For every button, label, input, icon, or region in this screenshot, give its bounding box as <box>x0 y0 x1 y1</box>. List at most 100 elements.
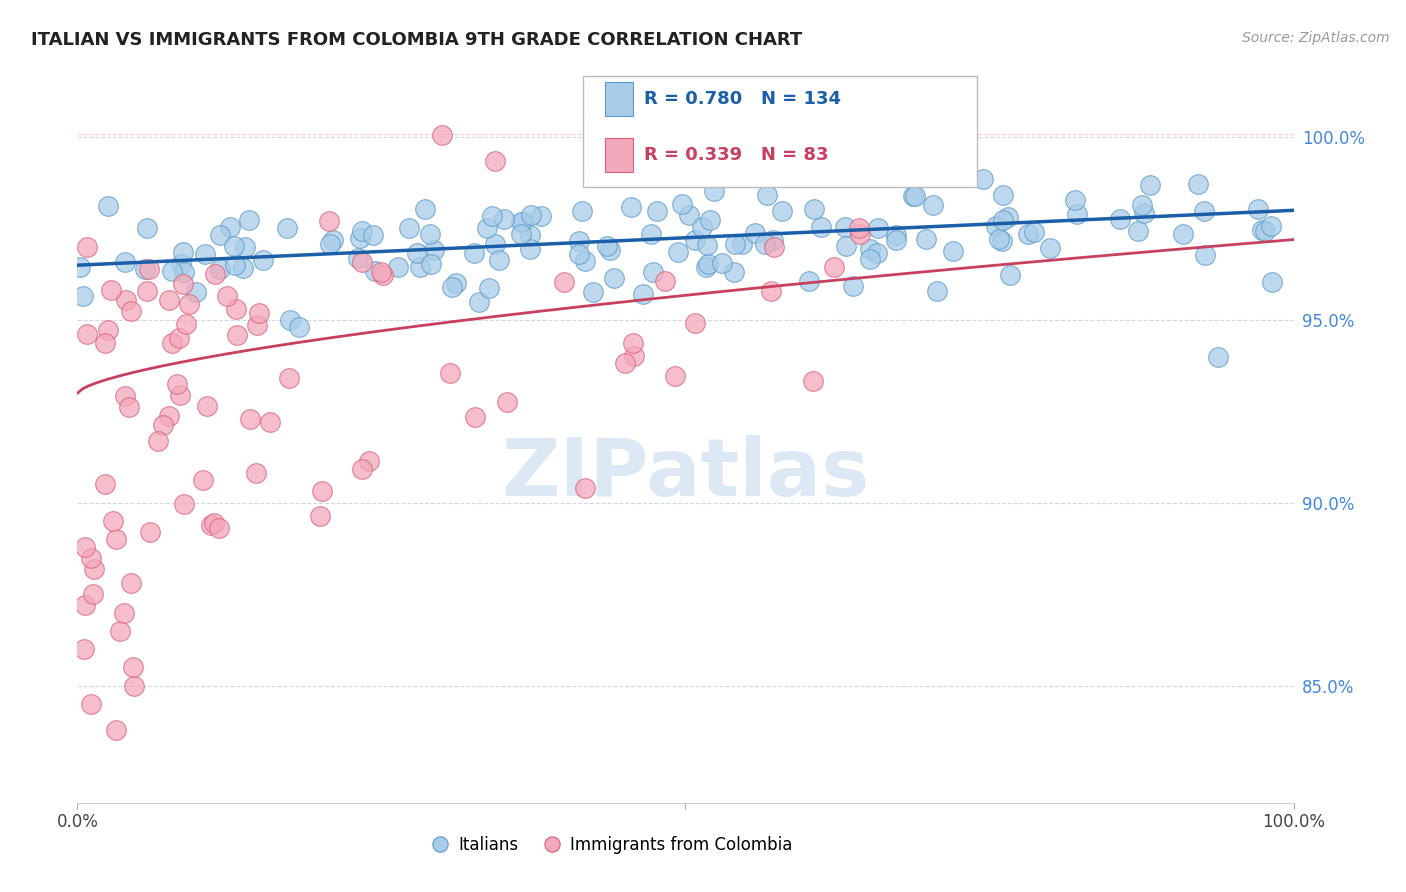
Point <box>224 238 246 252</box>
Point <box>311 484 333 499</box>
Point <box>574 481 596 495</box>
Point <box>398 220 420 235</box>
Point <box>152 417 174 432</box>
Point <box>1206 350 1229 364</box>
Point <box>252 252 274 267</box>
Point <box>226 327 249 342</box>
Point <box>1133 206 1156 220</box>
Point <box>101 514 124 528</box>
Point <box>420 256 443 270</box>
Point <box>666 244 689 259</box>
Point <box>1194 248 1216 262</box>
Point <box>105 723 128 737</box>
Point <box>1063 193 1085 207</box>
Point <box>94 477 117 491</box>
Point <box>582 285 605 299</box>
Point <box>439 366 461 380</box>
Point <box>120 576 142 591</box>
Point <box>208 521 231 535</box>
Point <box>308 508 330 523</box>
Point <box>135 284 157 298</box>
Point <box>246 318 269 333</box>
Point <box>136 221 159 235</box>
Point <box>173 265 195 279</box>
Point <box>683 316 706 330</box>
Text: R = 0.780   N = 134: R = 0.780 N = 134 <box>644 90 841 108</box>
Text: ZIPatlas: ZIPatlas <box>502 434 869 513</box>
Point <box>139 525 162 540</box>
Point <box>664 368 686 383</box>
Point <box>350 224 373 238</box>
Point <box>406 245 429 260</box>
Point <box>432 128 454 143</box>
Point <box>200 518 222 533</box>
Point <box>278 313 301 327</box>
Point <box>194 247 217 261</box>
Point <box>193 474 215 488</box>
Point <box>762 240 785 254</box>
Point <box>915 231 938 245</box>
Point <box>683 234 706 248</box>
Point <box>278 371 301 385</box>
Point <box>186 285 208 299</box>
Point <box>413 202 436 216</box>
Point <box>172 277 194 292</box>
Point <box>69 260 91 274</box>
Point <box>82 587 104 601</box>
Point <box>1173 227 1195 241</box>
Point <box>1126 224 1149 238</box>
Point <box>510 227 533 241</box>
Point <box>245 467 267 481</box>
Point <box>884 233 907 247</box>
Point <box>80 697 103 711</box>
Point <box>233 240 256 254</box>
Point <box>387 260 409 274</box>
Point <box>595 239 617 253</box>
Point <box>122 660 145 674</box>
Point <box>232 260 254 275</box>
Point <box>602 271 624 285</box>
Point <box>925 284 948 298</box>
Point <box>169 388 191 402</box>
Point <box>710 256 733 270</box>
Point <box>208 262 231 277</box>
Point <box>859 252 882 266</box>
Point <box>1247 202 1270 216</box>
Point <box>520 208 543 222</box>
Point <box>849 227 872 241</box>
Point <box>76 327 98 342</box>
Point <box>884 228 907 243</box>
Point <box>866 246 889 260</box>
Point <box>797 274 820 288</box>
Point <box>373 268 395 283</box>
Point <box>986 219 1008 234</box>
Point <box>654 274 676 288</box>
Point <box>823 260 845 274</box>
Point <box>166 377 188 392</box>
Point <box>73 599 96 613</box>
Point <box>104 533 127 547</box>
Text: ITALIAN VS IMMIGRANTS FROM COLOMBIA 9TH GRADE CORRELATION CHART: ITALIAN VS IMMIGRANTS FROM COLOMBIA 9TH … <box>31 31 803 49</box>
Point <box>731 236 754 251</box>
Point <box>993 188 1015 202</box>
Point <box>1130 198 1153 212</box>
Point <box>697 163 720 178</box>
Point <box>357 454 380 468</box>
Point <box>756 188 779 202</box>
Point <box>574 253 596 268</box>
Point <box>322 233 344 247</box>
Legend: Italians, Immigrants from Colombia: Italians, Immigrants from Colombia <box>426 829 800 860</box>
Point <box>1260 219 1282 233</box>
Point <box>347 251 370 265</box>
Point <box>114 254 136 268</box>
Point <box>440 280 463 294</box>
Point <box>73 642 96 657</box>
Point <box>169 331 191 345</box>
Point <box>942 244 965 259</box>
Point <box>114 293 136 308</box>
Point <box>529 209 551 223</box>
Point <box>801 374 824 388</box>
Point <box>991 234 1014 248</box>
Point <box>422 243 444 257</box>
Point <box>519 243 541 257</box>
